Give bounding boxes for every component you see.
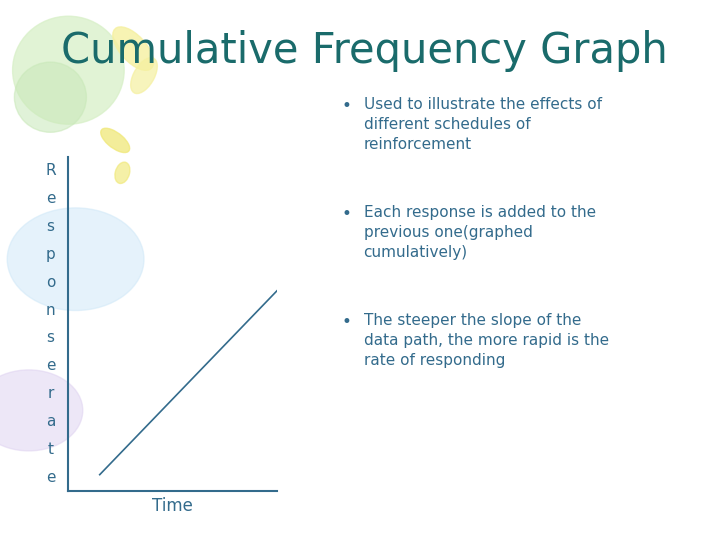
Text: e: e [45,359,55,373]
Ellipse shape [113,27,153,70]
Text: e: e [45,470,55,485]
Text: •: • [342,205,352,223]
Ellipse shape [101,128,130,153]
Text: s: s [46,219,55,234]
Text: •: • [342,313,352,331]
Ellipse shape [13,16,125,124]
Text: n: n [45,302,55,318]
Text: The steeper the slope of the
data path, the more rapid is the
rate of responding: The steeper the slope of the data path, … [364,313,608,368]
Text: s: s [46,330,55,346]
Text: p: p [45,247,55,262]
Text: R: R [45,163,55,178]
Circle shape [7,208,144,310]
Text: Cumulative Frequency Graph: Cumulative Frequency Graph [61,30,668,72]
Text: •: • [342,97,352,115]
Ellipse shape [14,62,86,132]
X-axis label: Time: Time [153,497,193,515]
Text: Each response is added to the
previous one(graphed
cumulatively): Each response is added to the previous o… [364,205,595,260]
Circle shape [0,370,83,451]
Ellipse shape [115,162,130,184]
Text: t: t [48,442,53,457]
Text: a: a [45,414,55,429]
Text: Used to illustrate the effects of
different schedules of
reinforcement: Used to illustrate the effects of differ… [364,97,602,152]
Ellipse shape [131,58,157,93]
Text: e: e [45,191,55,206]
Text: o: o [45,275,55,289]
Text: r: r [48,386,53,401]
